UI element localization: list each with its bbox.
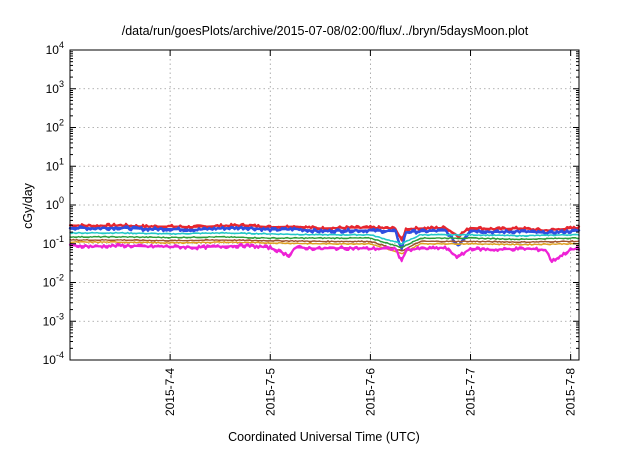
y-axis-label: cGy/day — [21, 182, 35, 229]
series-anchor-line — [69, 224, 580, 242]
series-anchor-line — [69, 226, 580, 251]
chart-title: /data/run/goesPlots/archive/2015-07-08/0… — [122, 24, 529, 38]
x-tick-label: 2015-7-4 — [163, 368, 177, 416]
x-axis-label: Coordinated Universal Time (UTC) — [228, 430, 420, 444]
y-tick-label: 10-1 — [43, 234, 64, 251]
y-tick-label: 102 — [46, 118, 64, 135]
series-anchor-line — [69, 232, 580, 245]
y-tick-label: 10-2 — [43, 273, 64, 290]
grid — [70, 50, 579, 360]
y-tick-label: 10-4 — [43, 350, 64, 367]
y-tick-label: 103 — [46, 79, 64, 96]
x-tick-label: 2015-7-7 — [464, 368, 478, 416]
x-tick-label: 2015-7-8 — [564, 368, 578, 416]
x-tick-label: 2015-7-5 — [263, 368, 277, 416]
y-tick-label: 104 — [46, 40, 64, 57]
series-anchor-line — [69, 244, 580, 263]
y-tick-label: 101 — [46, 156, 64, 173]
series-layer — [68, 222, 581, 264]
y-tick-label: 100 — [46, 195, 64, 212]
x-tick-label: 2015-7-6 — [363, 368, 377, 416]
series-anchor-line — [69, 241, 580, 255]
axis-ticks: 104 103 102 101 100 10-1 10-2 10-3 10-4 2015-7-4 2… — [43, 40, 579, 416]
y-tick-label: 10-3 — [43, 311, 64, 328]
series-anchor-line — [69, 239, 580, 252]
series-anchor-line — [69, 236, 580, 249]
